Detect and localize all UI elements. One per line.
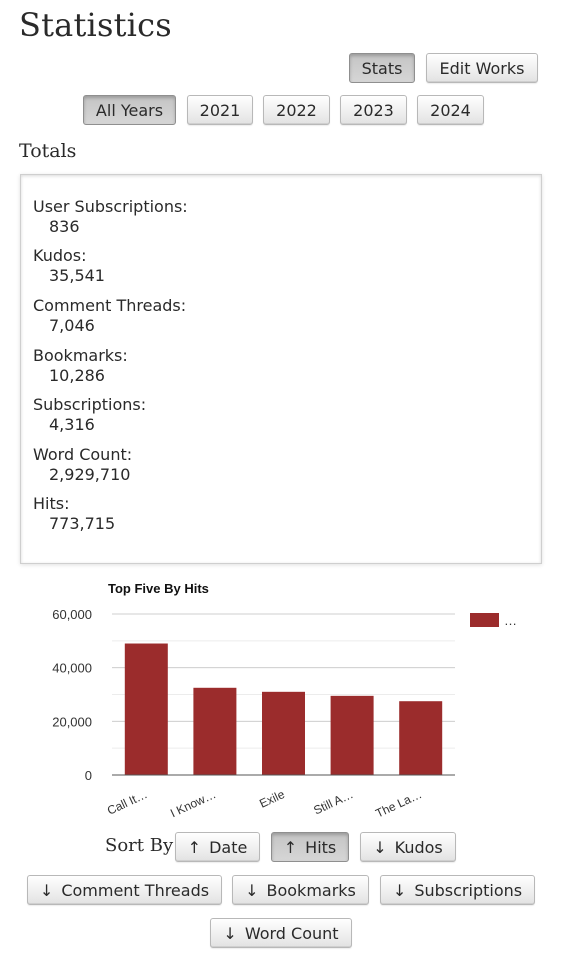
year-2024-button[interactable]: 2024	[417, 95, 484, 125]
totals-heading: Totals	[19, 140, 77, 162]
stat-label: User Subscriptions:	[33, 197, 188, 216]
bar	[399, 701, 443, 775]
year-2021-button[interactable]: 2021	[187, 95, 253, 125]
sort-comment-threads-button[interactable]: ↓ Comment Threads	[27, 875, 222, 905]
stat-label: Kudos:	[33, 246, 87, 265]
arrow-up-icon: ↑	[187, 837, 202, 857]
top-five-hits-chart: 0 20,000 40,000 60,000 Call It… I Know… Exile S…	[52, 607, 517, 821]
year-2023-button[interactable]: 2023	[340, 95, 407, 125]
x-tick-label: I Know…	[168, 787, 218, 820]
year-2022-button[interactable]: 2022	[263, 95, 330, 125]
stat-hits: Hits: 773,715	[33, 494, 115, 534]
sort-button-label: Bookmarks	[266, 880, 356, 900]
year-label: All Years	[95, 100, 164, 120]
arrow-down-icon: ↓	[392, 880, 407, 900]
arrow-down-icon: ↓	[39, 880, 54, 900]
bar	[124, 643, 168, 775]
x-tick-label: Still A…	[311, 787, 355, 817]
stat-word-count: Word Count: 2,929,710	[33, 445, 132, 485]
stat-value: 4,316	[49, 415, 95, 434]
stat-label: Bookmarks:	[33, 346, 128, 365]
stat-user-subscriptions: User Subscriptions: 836	[33, 197, 188, 237]
sort-button-label: Comment Threads	[61, 880, 210, 900]
edit-works-button-label: Edit Works	[439, 58, 525, 78]
stats-button-label: Stats	[361, 58, 403, 78]
stat-label: Word Count:	[33, 445, 133, 464]
legend-swatch	[470, 613, 499, 627]
stat-value: 7,046	[49, 316, 95, 335]
year-label: 2024	[430, 100, 471, 120]
sort-button-label: Hits	[305, 837, 337, 857]
x-tick-label: The La…	[373, 787, 424, 821]
year-all-button[interactable]: All Years	[83, 95, 176, 125]
arrow-down-icon: ↓	[223, 923, 237, 943]
stat-value: 836	[49, 217, 80, 236]
stat-value: 35,541	[49, 266, 105, 285]
sort-button-label: Subscriptions	[414, 880, 523, 900]
y-tick-label: 20,000	[52, 714, 92, 729]
sort-button-label: Word Count	[244, 923, 339, 943]
sort-word-count-button[interactable]: ↓ Word Count	[210, 918, 352, 948]
stat-label: Subscriptions:	[33, 395, 147, 414]
stat-kudos: Kudos: 35,541	[33, 246, 105, 286]
stat-value: 10,286	[49, 366, 105, 385]
stat-label: Comment Threads:	[33, 296, 187, 315]
sort-hits-button[interactable]: ↑ Hits	[271, 832, 349, 862]
y-tick-label: 40,000	[52, 661, 92, 676]
sort-kudos-button[interactable]: ↓ Kudos	[360, 832, 456, 862]
year-label: 2021	[199, 100, 241, 120]
page-title: Statistics	[19, 6, 172, 44]
stat-bookmarks: Bookmarks: 10,286	[33, 346, 128, 386]
legend-label: …	[504, 613, 517, 628]
sort-by-label: Sort By	[105, 835, 174, 856]
stat-comment-threads: Comment Threads: 7,046	[33, 296, 186, 336]
sort-button-label: Date	[209, 837, 248, 857]
arrow-down-icon: ↓	[245, 880, 259, 900]
sort-bookmarks-button[interactable]: ↓ Bookmarks	[232, 875, 369, 905]
stats-button[interactable]: Stats	[349, 53, 415, 83]
bar	[330, 695, 374, 775]
x-tick-label: Exile	[257, 787, 287, 811]
chart-title: Top Five By Hits	[108, 581, 209, 596]
stat-subscriptions: Subscriptions: 4,316	[33, 395, 146, 435]
y-tick-label: 60,000	[52, 607, 92, 622]
arrow-down-icon: ↓	[373, 837, 387, 857]
sort-date-button[interactable]: ↑ Date	[175, 832, 260, 862]
bar	[262, 691, 305, 775]
stat-label: Hits:	[33, 494, 70, 513]
totals-panel: User Subscriptions: 836 Kudos: 35,541 Co…	[20, 174, 542, 564]
bar	[193, 687, 237, 775]
sort-button-label: Kudos	[394, 837, 443, 857]
stat-value: 773,715	[49, 514, 116, 533]
sort-subscriptions-button[interactable]: ↓ Subscriptions	[380, 875, 535, 905]
y-tick-label: 0	[85, 768, 92, 783]
edit-works-button[interactable]: Edit Works	[426, 53, 538, 83]
arrow-up-icon: ↑	[283, 837, 298, 857]
year-label: 2023	[353, 100, 394, 120]
x-tick-label: Call It…	[105, 787, 150, 818]
stat-value: 2,929,710	[49, 465, 131, 484]
year-label: 2022	[276, 100, 317, 120]
